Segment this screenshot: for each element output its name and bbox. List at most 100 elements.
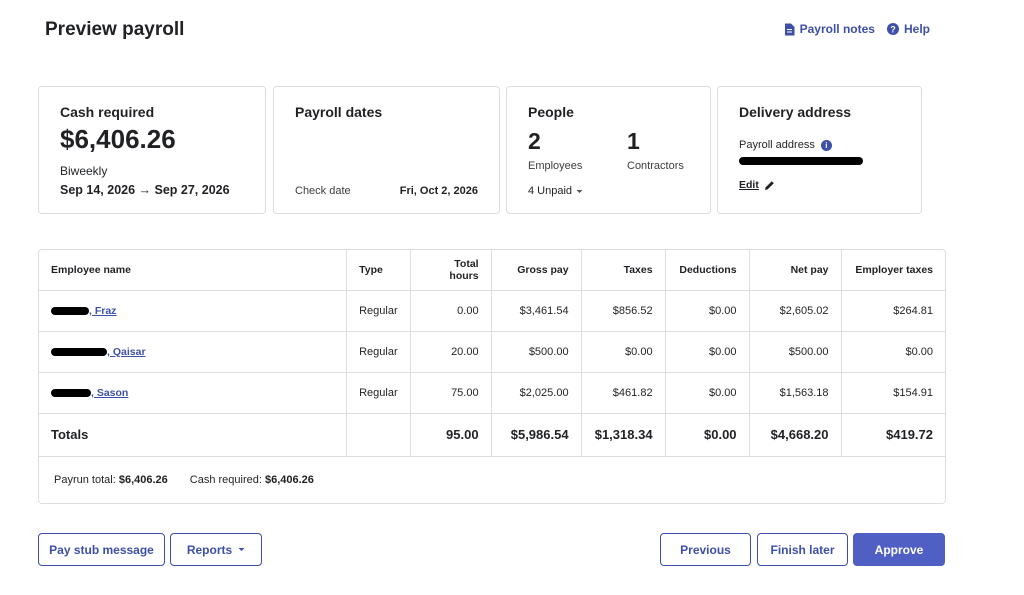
deductions-cell: $0.00 <box>664 372 750 414</box>
col-deductions: Deductions <box>664 250 750 291</box>
cash-required-amount: $6,406.26 <box>60 124 176 154</box>
totals-hours: 95.00 <box>409 413 492 457</box>
document-icon <box>784 23 795 35</box>
payroll-address-row: Payroll address i <box>739 139 832 151</box>
employee-name-cell: , Fraz <box>39 290 347 332</box>
caret-down-icon <box>238 548 245 551</box>
contractors-count: 1 <box>627 128 640 154</box>
payroll-notes-label: Payroll notes <box>799 22 875 36</box>
check-date-value: Fri, Oct 2, 2026 <box>399 185 478 197</box>
totals-type-cell <box>346 413 411 457</box>
reports-dropdown-button[interactable]: Reports <box>170 533 262 566</box>
check-date-label: Check date <box>295 185 351 197</box>
cash-required-summary-value: $6,406.26 <box>264 473 314 486</box>
col-taxes: Taxes <box>580 250 666 291</box>
redacted-name <box>51 306 89 315</box>
totals-row: Totals 95.00 $5,986.54 $1,318.34 $0.00 $… <box>39 413 945 457</box>
totals-label: Totals <box>39 413 347 457</box>
people-title: People <box>528 104 574 120</box>
payroll-dates-title: Payroll dates <box>295 104 383 120</box>
help-label: Help <box>903 22 930 36</box>
table-row: , Sason Regular 75.00 $2,025.00 $461.82 … <box>39 372 945 414</box>
cash-required-summary: Cash required: $6,406.26 <box>190 474 314 486</box>
previous-button[interactable]: Previous <box>660 533 751 566</box>
type-cell: Regular <box>346 290 411 332</box>
edit-label: Edit <box>739 179 759 191</box>
employee-link[interactable]: , Fraz <box>89 304 117 317</box>
cash-required-summary-label: Cash required: <box>189 473 262 486</box>
delivery-address-card: Delivery address Payroll address i Edit <box>717 86 922 214</box>
gross-cell: $500.00 <box>490 331 582 373</box>
col-employee-name: Employee name <box>39 250 347 291</box>
reports-label: Reports <box>186 542 233 557</box>
net-cell: $1,563.18 <box>748 372 842 414</box>
cash-required-title: Cash required <box>60 104 155 120</box>
edit-address-link[interactable]: Edit <box>739 179 775 191</box>
employees-label: Employees <box>528 160 583 172</box>
employee-link[interactable]: , Qaisar <box>107 345 146 358</box>
svg-text:?: ? <box>890 24 896 34</box>
hours-cell: 0.00 <box>409 290 492 332</box>
payrun-total-value: $6,406.26 <box>118 473 168 486</box>
page-title: Preview payroll <box>45 19 185 40</box>
totals-taxes: $1,318.34 <box>580 413 666 457</box>
net-cell: $500.00 <box>748 331 842 373</box>
question-circle-icon: ? <box>886 23 899 35</box>
approve-label: Approve <box>874 542 924 557</box>
redacted-name <box>51 388 91 397</box>
header-links: Payroll notes ? Help <box>784 22 930 36</box>
pay-period: Sep 14, 2026 → Sep 27, 2026 <box>60 183 230 197</box>
gross-cell: $2,025.00 <box>490 372 582 414</box>
redacted-address <box>739 157 863 165</box>
approve-button[interactable]: Approve <box>853 533 945 566</box>
pay-stub-message-label: Pay stub message <box>49 542 154 557</box>
gross-cell: $3,461.54 <box>490 290 582 332</box>
taxes-cell: $461.82 <box>580 372 666 414</box>
help-link[interactable]: ? Help <box>886 22 930 36</box>
unpaid-label: 4 Unpaid <box>528 185 573 197</box>
previous-label: Previous <box>680 542 731 557</box>
unpaid-dropdown[interactable]: 4 Unpaid <box>528 185 583 197</box>
payrun-total-label: Payrun total: <box>54 473 116 486</box>
type-cell: Regular <box>346 331 411 373</box>
employer-taxes-cell: $264.81 <box>840 290 945 332</box>
payroll-notes-link[interactable]: Payroll notes <box>784 22 875 36</box>
totals-employer-taxes: $419.72 <box>840 413 945 457</box>
taxes-cell: $856.52 <box>580 290 666 332</box>
table-row: , Fraz Regular 0.00 $3,461.54 $856.52 $0… <box>39 290 945 332</box>
employee-link[interactable]: , Sason <box>91 386 129 399</box>
employer-taxes-cell: $0.00 <box>840 331 945 373</box>
info-icon[interactable]: i <box>820 139 832 151</box>
caret-down-icon <box>576 189 583 193</box>
delivery-address-title: Delivery address <box>739 104 852 120</box>
totals-gross: $5,986.54 <box>490 413 582 457</box>
finish-later-button[interactable]: Finish later <box>757 533 848 566</box>
payroll-address-label: Payroll address <box>739 139 815 151</box>
payrun-total: Payrun total: $6,406.26 <box>54 474 168 486</box>
totals-net: $4,668.20 <box>748 413 842 457</box>
taxes-cell: $0.00 <box>580 331 666 373</box>
people-card: People 2 Employees 1 Contractors 4 Unpai… <box>506 86 711 214</box>
deductions-cell: $0.00 <box>664 331 750 373</box>
col-total-hours: Total hours <box>409 250 492 291</box>
table-header-row: Employee name Type Total hours Gross pay… <box>39 250 945 291</box>
hours-cell: 75.00 <box>409 372 492 414</box>
col-employer-taxes: Employer taxes <box>840 250 945 291</box>
deductions-cell: $0.00 <box>664 290 750 332</box>
totals-deductions: $0.00 <box>664 413 750 457</box>
contractors-label: Contractors <box>627 160 684 172</box>
payroll-dates-card: Payroll dates Check date Fri, Oct 2, 202… <box>273 86 500 214</box>
employee-name-cell: , Sason <box>39 372 347 414</box>
pay-stub-message-button[interactable]: Pay stub message <box>38 533 165 566</box>
type-cell: Regular <box>346 372 411 414</box>
redacted-name <box>51 347 107 356</box>
table-row: , Qaisar Regular 20.00 $500.00 $0.00 $0.… <box>39 331 945 373</box>
col-type: Type <box>346 250 411 291</box>
payroll-table: Employee name Type Total hours Gross pay… <box>39 250 945 457</box>
pay-frequency: Biweekly <box>60 164 108 178</box>
col-gross-pay: Gross pay <box>490 250 582 291</box>
payrun-summary: Payrun total: $6,406.26 Cash required: $… <box>39 457 945 503</box>
hours-cell: 20.00 <box>409 331 492 373</box>
employees-count: 2 <box>528 128 541 154</box>
finish-later-label: Finish later <box>770 542 835 557</box>
